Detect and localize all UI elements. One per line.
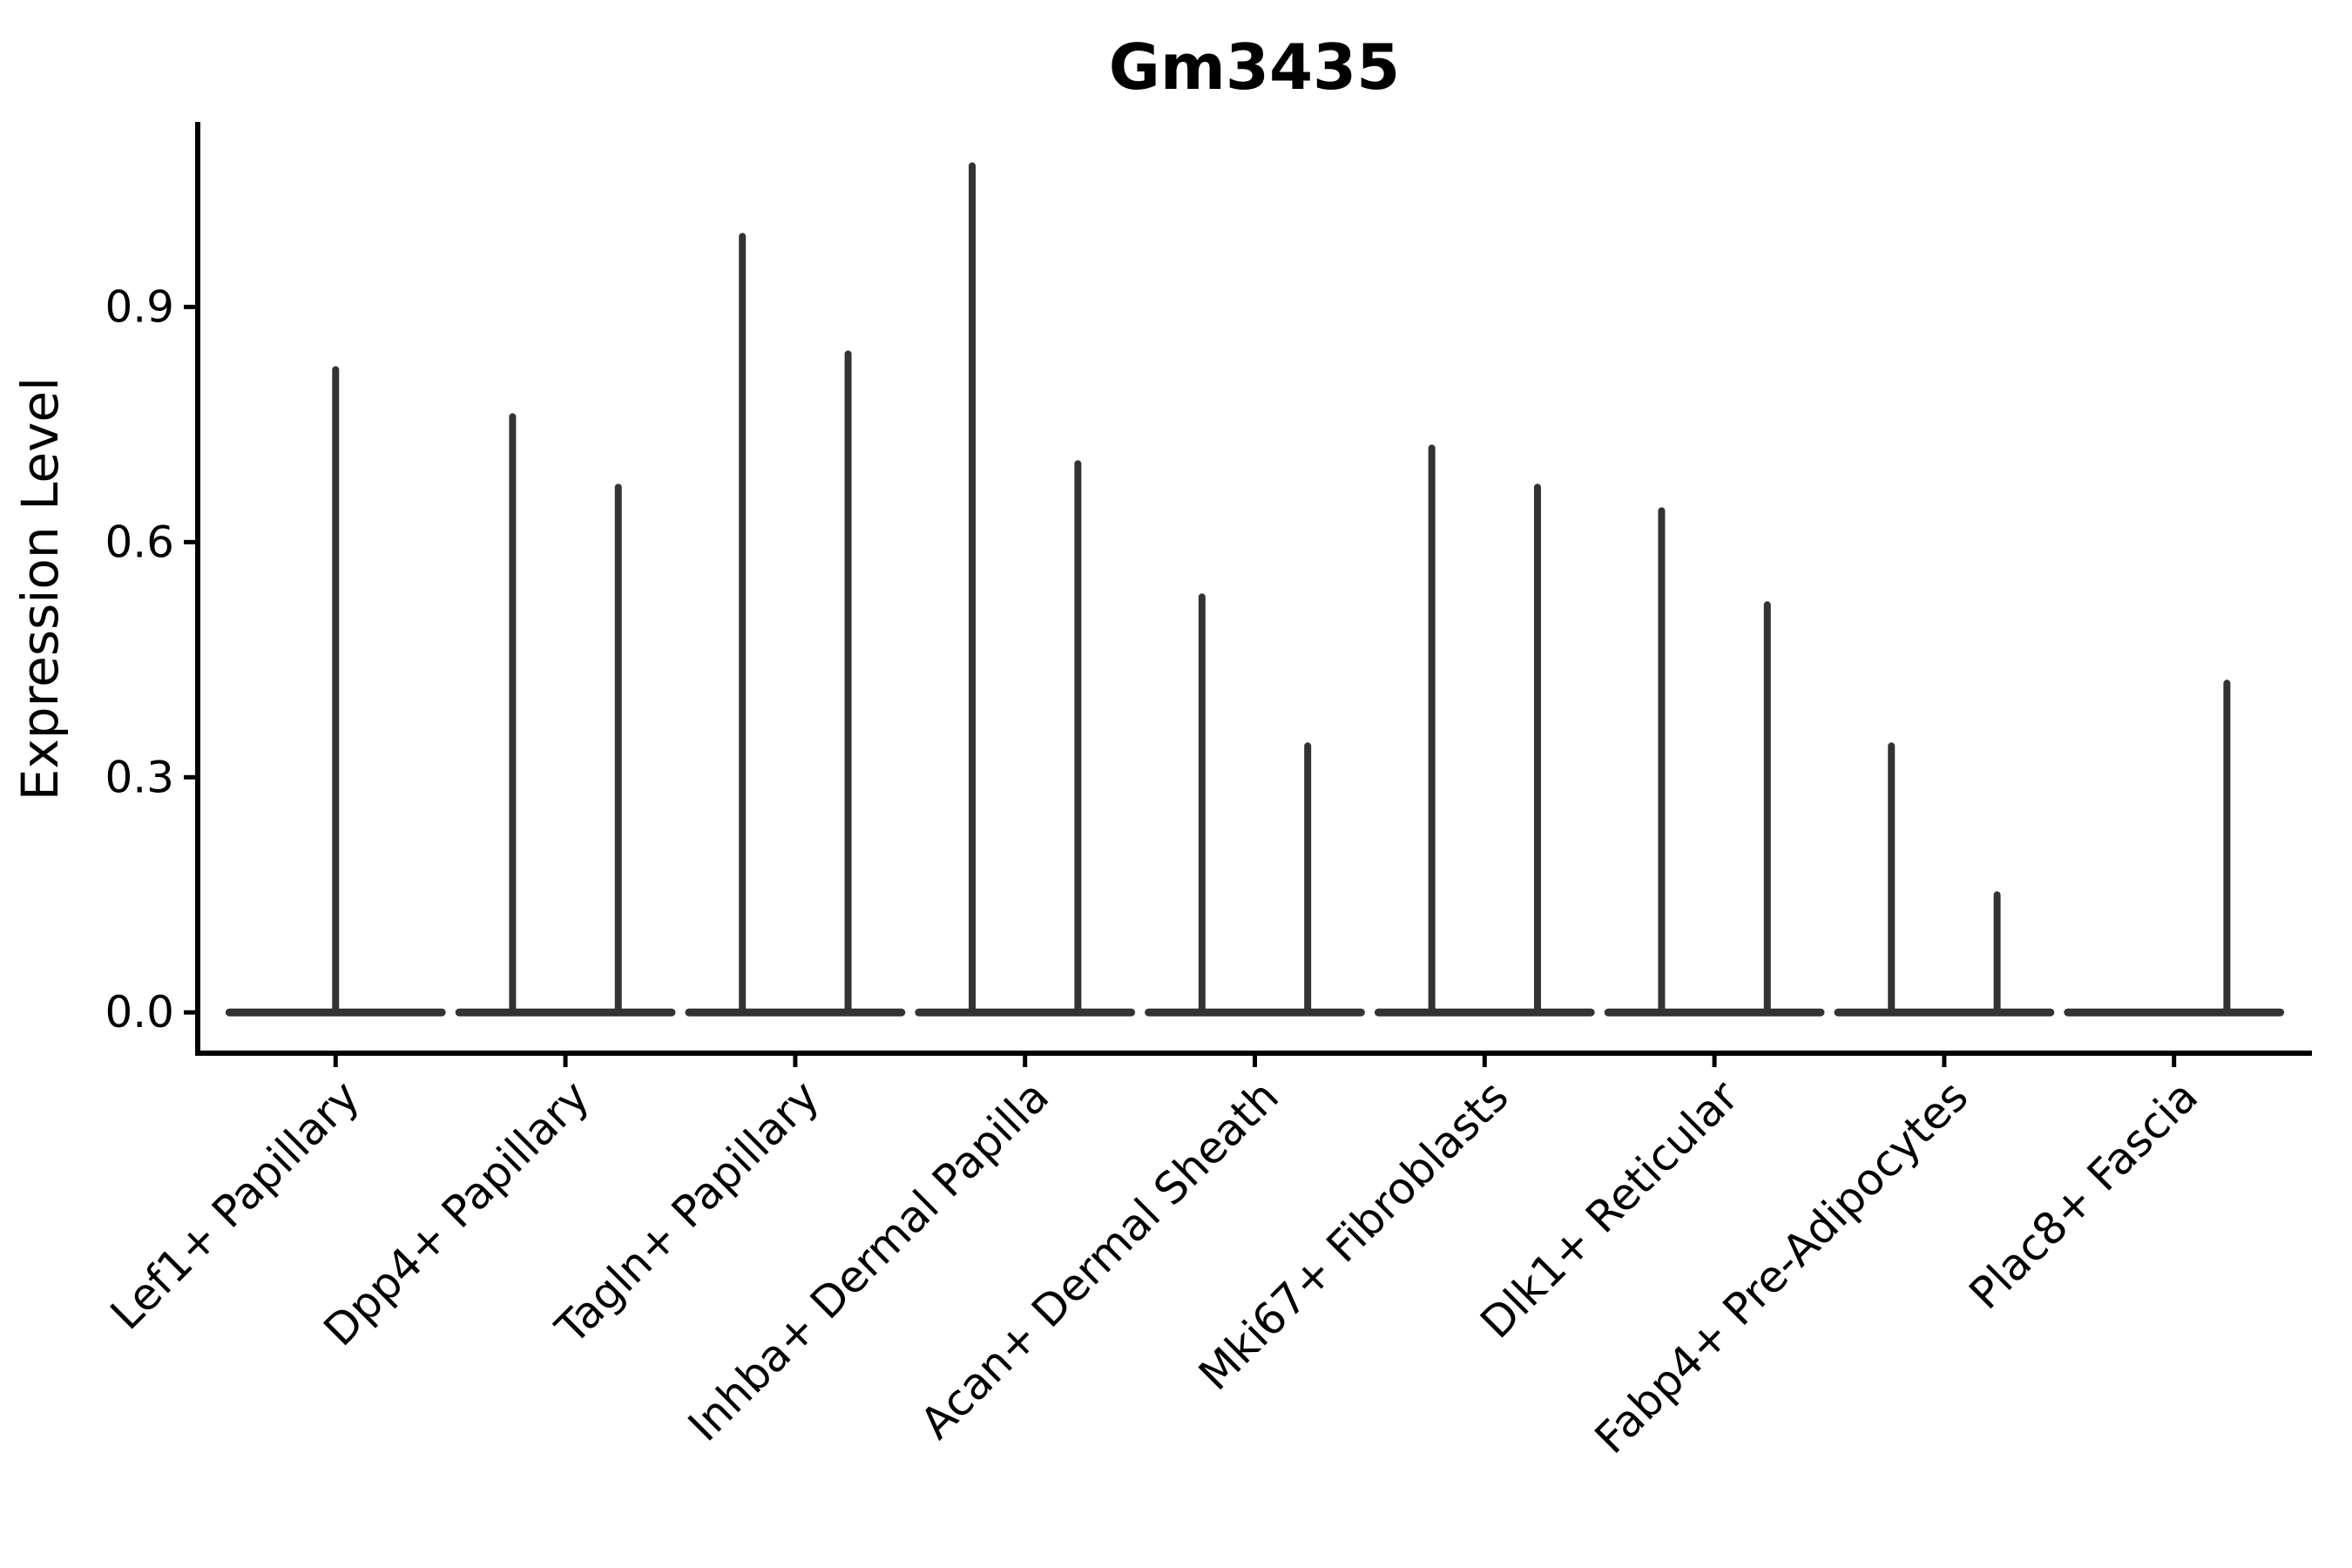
violin	[1604, 507, 1825, 1017]
violin	[225, 366, 446, 1017]
violin	[1374, 444, 1595, 1017]
y-axis-label: Expression Level	[10, 377, 70, 801]
violin	[455, 413, 676, 1017]
violin	[1834, 742, 2055, 1017]
y-tick-label: 0.9	[105, 281, 174, 332]
violin	[685, 233, 906, 1017]
violin-marks	[225, 162, 2285, 1017]
y-tick-label: 0.0	[105, 987, 174, 1037]
violin	[1145, 593, 1365, 1017]
y-tick-label: 0.3	[105, 752, 174, 802]
chart-title: Gm3435	[1109, 30, 1401, 104]
violin	[915, 162, 1136, 1017]
violin	[2064, 679, 2285, 1017]
y-tick-label: 0.6	[105, 517, 174, 567]
